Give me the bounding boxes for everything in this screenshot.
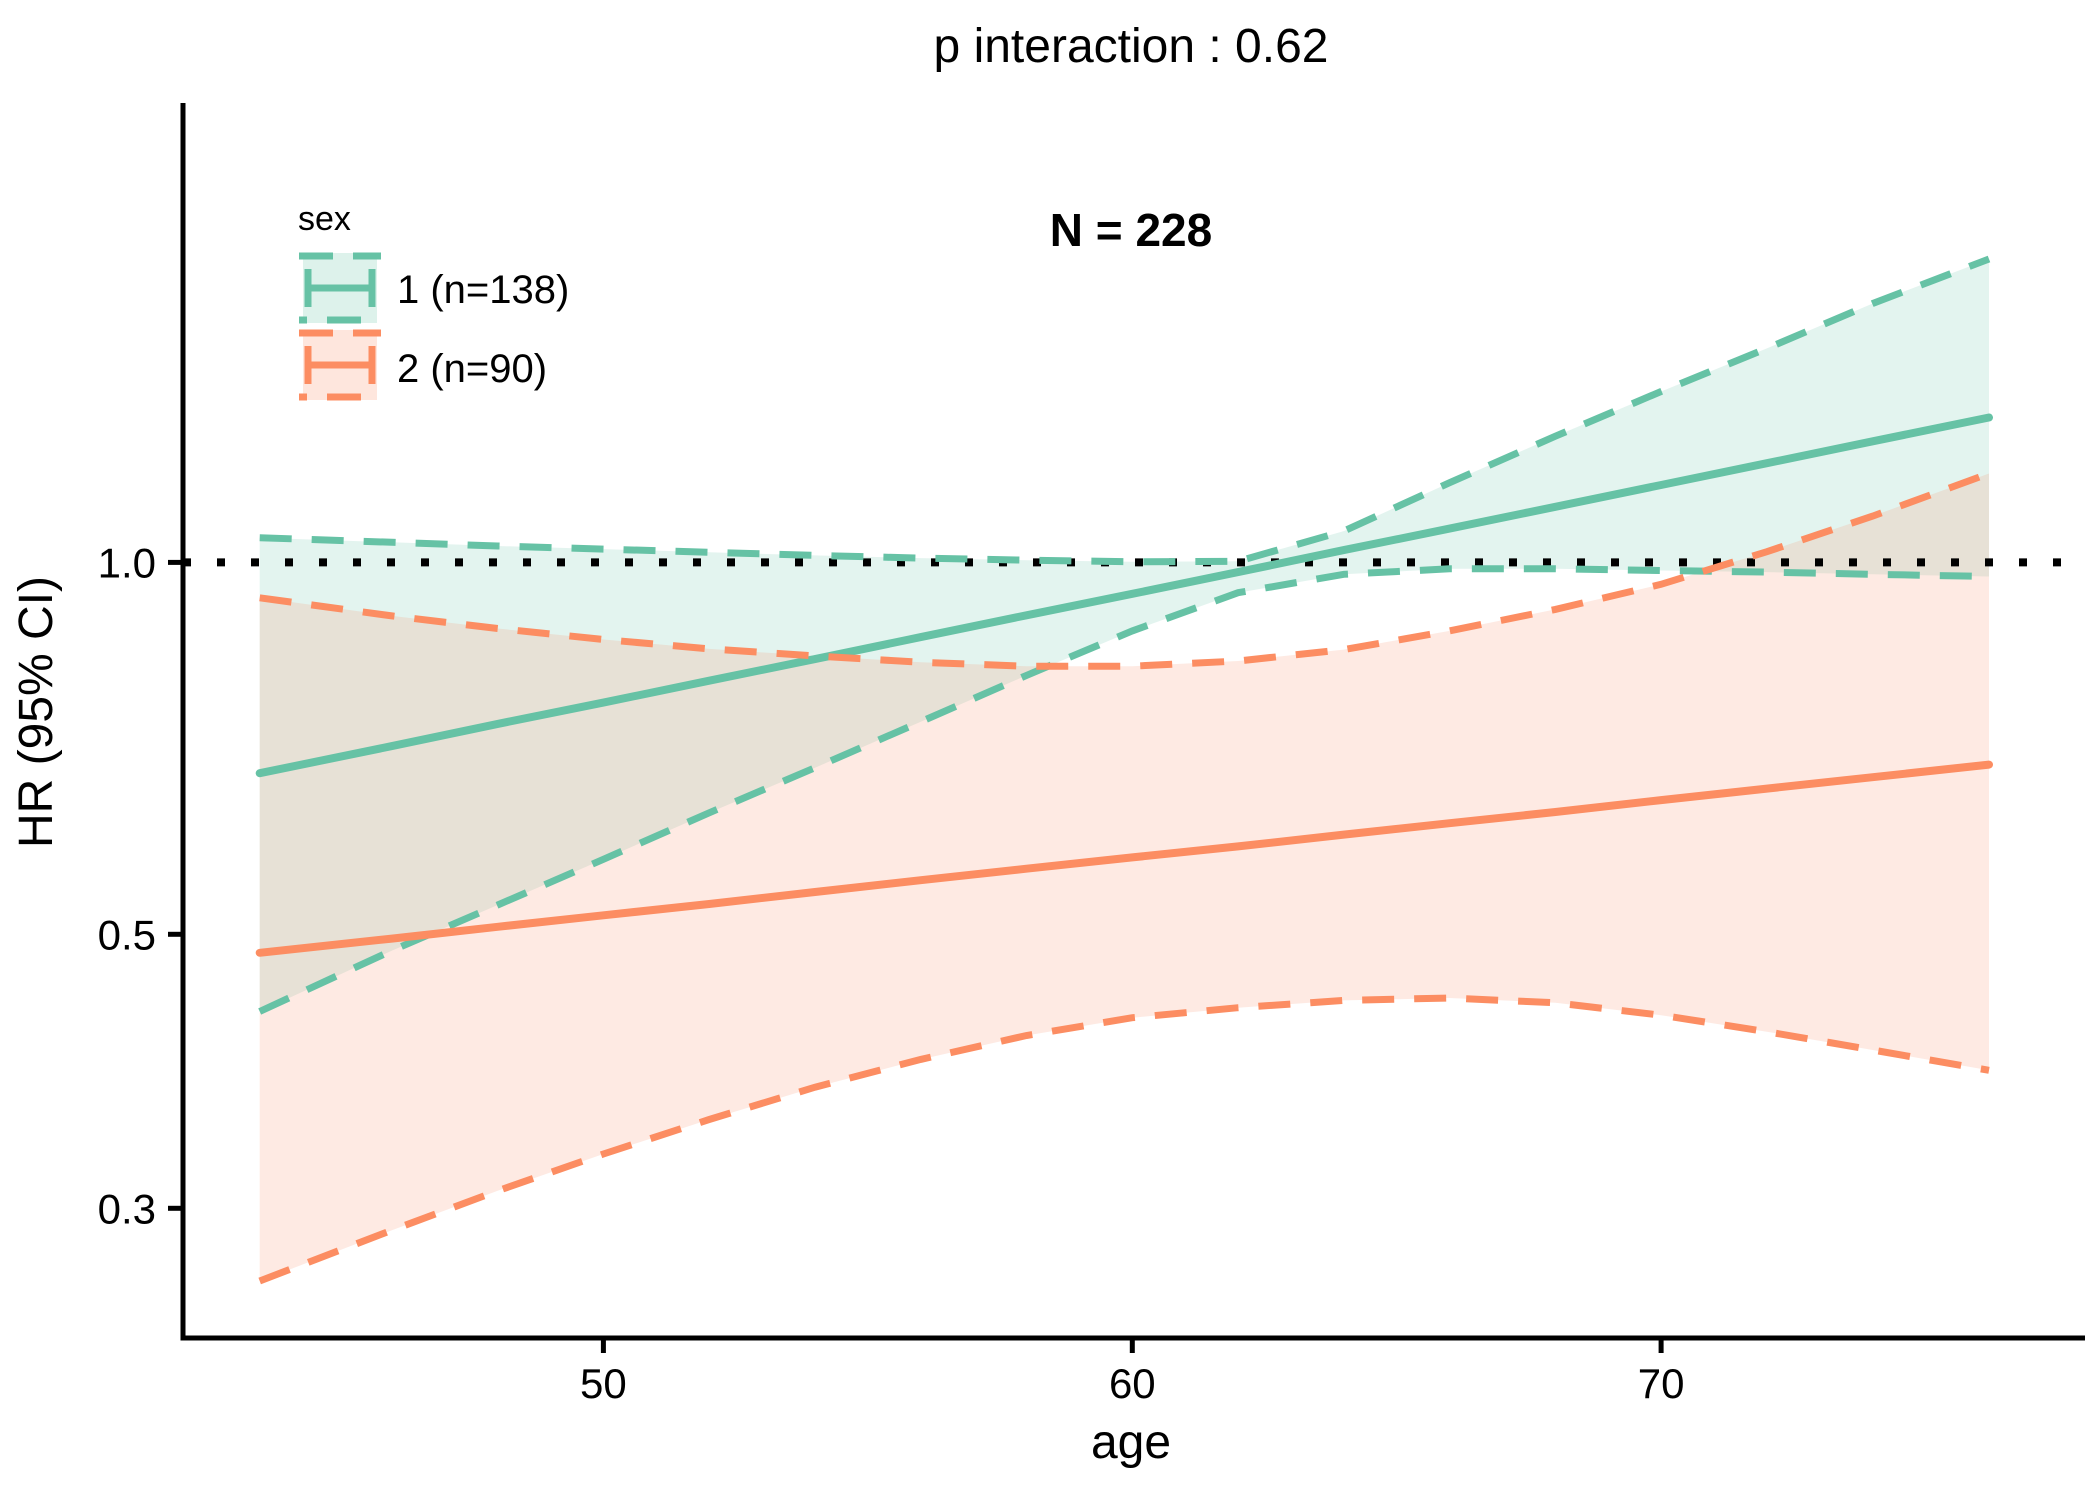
estimate-line-sex-1 [255, 413, 1993, 778]
x-tick-label: 70 [1638, 1360, 1685, 1407]
y-axis-ticks: 1.0 0.5 0.3 [98, 539, 183, 1232]
ci-ribbon-sex-1 [259, 259, 1990, 1012]
x-axis-title: age [1091, 1416, 1171, 1469]
y-tick-label: 0.5 [98, 911, 156, 958]
estimate-line-sex-2 [255, 760, 1993, 957]
legend-item-sex-1-label: 1 (n=138) [397, 268, 569, 312]
legend: sex 1 (n=138) 2 (n=90) [298, 200, 569, 401]
axes: 50 60 70 1.0 0.5 0.3 age HR (95% CI) [10, 103, 2085, 1469]
sample-size-annotation: N = 228 [1050, 204, 1212, 256]
ci-lower-dashed-sex-2 [258, 994, 1990, 1285]
y-axis-title: HR (95% CI) [10, 576, 63, 848]
plot-title: p interaction : 0.62 [934, 20, 1329, 73]
estimate-lines-layer [255, 255, 1993, 1285]
legend-title: sex [298, 200, 351, 238]
x-axis-ticks: 50 60 70 [580, 1338, 1684, 1407]
ci-lower-dashed-sex-1 [258, 565, 1990, 1015]
y-tick-label: 1.0 [98, 539, 156, 586]
legend-item-sex-2 [299, 329, 381, 401]
ci-ribbon-sex-2 [259, 473, 1990, 1281]
ci-upper-dashed-sex-1 [259, 255, 1991, 566]
legend-item-sex-2-label: 2 (n=90) [397, 347, 547, 391]
x-tick-label: 60 [1109, 1360, 1156, 1407]
y-tick-label: 0.3 [98, 1185, 156, 1232]
legend-item-sex-1 [299, 252, 381, 324]
ci-ribbons-layer [259, 259, 1990, 1281]
x-tick-label: 50 [580, 1360, 627, 1407]
